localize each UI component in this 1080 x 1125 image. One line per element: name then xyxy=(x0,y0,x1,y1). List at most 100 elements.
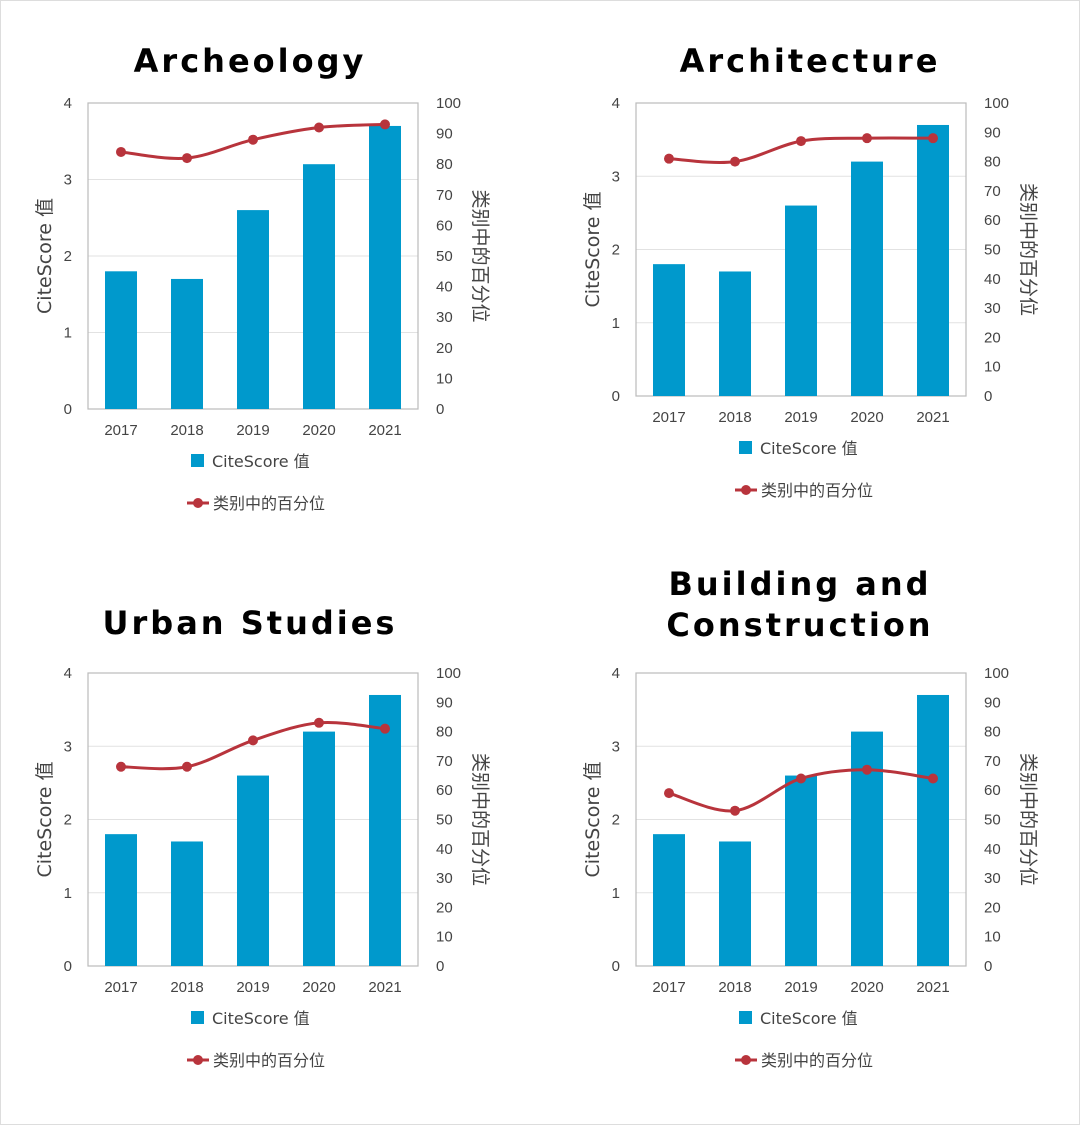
y-tick-label: 0 xyxy=(64,958,72,975)
line-point-2020 xyxy=(314,122,324,133)
y2-tick-label: 20 xyxy=(436,899,453,916)
line-point-2019 xyxy=(248,735,258,746)
y2-tick-label: 20 xyxy=(984,899,1001,916)
bar-2018 xyxy=(719,841,751,966)
bar-2021 xyxy=(369,125,401,409)
x-tick-label: 2021 xyxy=(368,422,401,439)
line-point-2017 xyxy=(664,788,674,799)
y-tick-label: 3 xyxy=(64,172,72,189)
line-point-2018 xyxy=(182,153,192,164)
y-tick-label: 2 xyxy=(612,812,620,829)
y2-axis-label: 类别中的百分位 xyxy=(1017,183,1039,316)
legend-bar-label: CiteScore 值 xyxy=(760,439,858,458)
y2-tick-label: 80 xyxy=(436,156,453,173)
y2-tick-label: 40 xyxy=(436,841,453,858)
bar-2017 xyxy=(105,834,137,966)
x-tick-label: 2017 xyxy=(104,422,137,439)
line-point-2017 xyxy=(116,146,126,157)
y-tick-label: 3 xyxy=(64,738,72,755)
x-tick-label: 2018 xyxy=(718,979,751,996)
legend-bar-label: CiteScore 值 xyxy=(760,1009,858,1028)
chart-title: Urban Studies xyxy=(103,604,398,642)
y2-tick-label: 60 xyxy=(984,782,1001,799)
y2-tick-label: 100 xyxy=(984,665,1009,682)
y2-tick-label: 50 xyxy=(984,812,1001,829)
legend-bar-swatch xyxy=(739,441,752,454)
bar-2021 xyxy=(369,694,401,966)
line-point-2020 xyxy=(862,764,872,775)
chart-panel-2: Architecture012340102030405060708090100C… xyxy=(582,42,1039,500)
y2-tick-label: 30 xyxy=(984,300,1001,317)
y2-tick-label: 20 xyxy=(984,329,1001,346)
y-tick-label: 0 xyxy=(612,388,620,405)
bar-2018 xyxy=(719,271,751,396)
bar-2020 xyxy=(851,161,883,396)
chart-title: Archeology xyxy=(134,42,367,80)
y2-tick-label: 90 xyxy=(984,124,1001,141)
x-tick-label: 2018 xyxy=(170,422,203,439)
y2-tick-label: 10 xyxy=(436,929,453,946)
legend-line-label: 类别中的百分位 xyxy=(761,1051,873,1070)
x-tick-label: 2020 xyxy=(850,409,883,426)
x-tick-label: 2019 xyxy=(784,409,817,426)
legend-line-marker xyxy=(193,498,203,508)
y2-tick-label: 0 xyxy=(984,388,992,405)
y2-tick-label: 100 xyxy=(984,95,1009,112)
y2-tick-label: 0 xyxy=(436,958,444,975)
y2-tick-label: 90 xyxy=(436,694,453,711)
x-tick-label: 2017 xyxy=(104,979,137,996)
x-tick-label: 2017 xyxy=(652,979,685,996)
legend-line-label: 类别中的百分位 xyxy=(213,1051,325,1070)
y2-tick-label: 10 xyxy=(984,359,1001,376)
y2-tick-label: 70 xyxy=(984,753,1001,770)
bar-2017 xyxy=(653,834,685,966)
x-tick-label: 2019 xyxy=(784,979,817,996)
percentile-line xyxy=(120,720,386,771)
legend-line-label: 类别中的百分位 xyxy=(213,494,325,513)
line-point-2021 xyxy=(928,773,938,784)
y-tick-label: 2 xyxy=(612,242,620,259)
y2-tick-label: 50 xyxy=(436,248,453,265)
y-tick-label: 4 xyxy=(64,665,72,682)
y-axis-label: CiteScore 值 xyxy=(582,762,604,878)
chart-panel-3: Urban Studies012340102030405060708090100… xyxy=(34,604,491,1070)
y2-tick-label: 0 xyxy=(436,401,444,418)
chart-title: Construction xyxy=(666,606,933,644)
y-tick-label: 4 xyxy=(612,95,620,112)
chart-title: Architecture xyxy=(680,42,941,80)
y-tick-label: 1 xyxy=(64,885,72,902)
bar-2019 xyxy=(237,210,269,409)
x-tick-label: 2021 xyxy=(916,409,949,426)
bar-2019 xyxy=(237,775,269,966)
bar-2019 xyxy=(785,775,817,966)
x-tick-label: 2019 xyxy=(236,422,269,439)
y2-tick-label: 100 xyxy=(436,665,461,682)
chart-panel-4: Building andConstruction0123401020304050… xyxy=(582,565,1039,1070)
y-tick-label: 1 xyxy=(612,885,620,902)
y2-tick-label: 70 xyxy=(436,753,453,770)
y2-tick-label: 30 xyxy=(436,870,453,887)
y2-axis-label: 类别中的百分位 xyxy=(469,753,491,886)
y2-tick-label: 30 xyxy=(436,309,453,326)
y-tick-label: 2 xyxy=(64,248,72,265)
line-point-2017 xyxy=(116,761,126,772)
x-tick-label: 2020 xyxy=(850,979,883,996)
y2-tick-label: 90 xyxy=(984,694,1001,711)
y2-tick-label: 70 xyxy=(984,183,1001,200)
legend-line-marker xyxy=(741,485,751,495)
y2-tick-label: 60 xyxy=(984,212,1001,229)
y-tick-label: 4 xyxy=(612,665,620,682)
y2-tick-label: 60 xyxy=(436,782,453,799)
x-tick-label: 2021 xyxy=(368,979,401,996)
legend-bar-swatch xyxy=(739,1011,752,1024)
legend-bar-swatch xyxy=(191,1011,204,1024)
y-tick-label: 4 xyxy=(64,95,72,112)
y2-tick-label: 50 xyxy=(984,242,1001,259)
y2-tick-label: 100 xyxy=(436,95,461,112)
legend-bar-swatch xyxy=(191,454,204,467)
legend-bar-label: CiteScore 值 xyxy=(212,1009,310,1028)
bar-2021 xyxy=(917,694,949,966)
y2-tick-label: 0 xyxy=(984,958,992,975)
y2-tick-label: 40 xyxy=(984,841,1001,858)
y2-tick-label: 80 xyxy=(436,724,453,741)
